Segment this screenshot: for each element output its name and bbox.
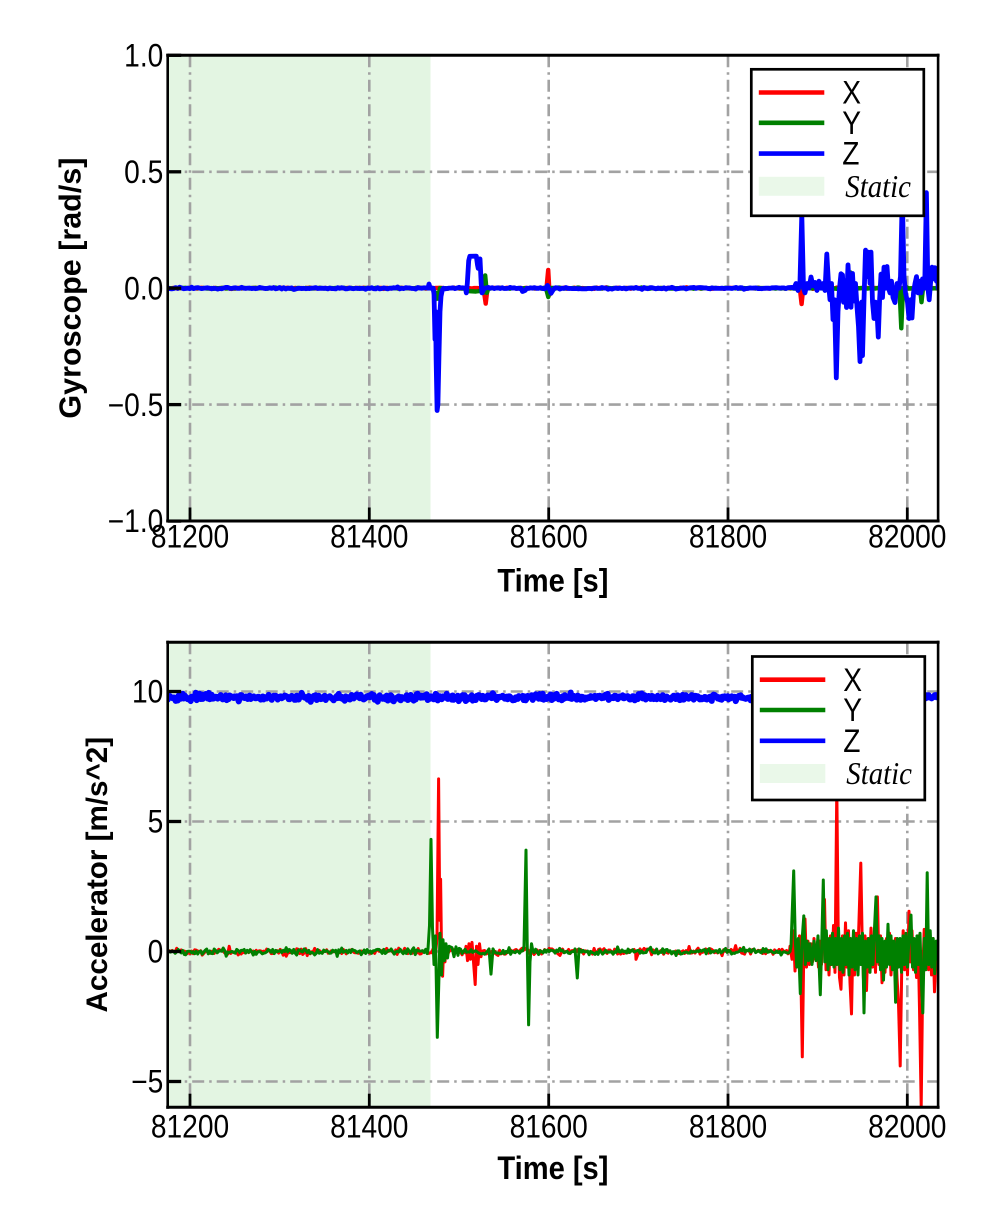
svg-text:Time [s]: Time [s]: [497, 563, 608, 599]
svg-text:81200: 81200: [151, 520, 229, 555]
svg-text:81400: 81400: [330, 1110, 408, 1145]
svg-text:82000: 82000: [868, 1110, 946, 1145]
svg-text:81600: 81600: [510, 520, 588, 555]
svg-text:Y: Y: [842, 106, 861, 141]
svg-text:81600: 81600: [510, 1110, 588, 1145]
svg-text:81800: 81800: [689, 1110, 767, 1145]
svg-text:0.0: 0.0: [124, 272, 163, 307]
svg-text:X: X: [843, 663, 862, 698]
svg-text:Time [s]: Time [s]: [497, 1151, 608, 1187]
svg-text:Static: Static: [846, 756, 912, 792]
svg-text:Static: Static: [845, 168, 911, 204]
svg-text:5: 5: [148, 805, 164, 840]
svg-text:10: 10: [132, 675, 163, 710]
svg-text:X: X: [842, 76, 861, 111]
svg-text:0: 0: [148, 935, 164, 970]
svg-text:Gyroscope [rad/s]: Gyroscope [rad/s]: [53, 158, 87, 419]
svg-text:Y: Y: [843, 693, 862, 728]
svg-text:−0.5: −0.5: [108, 388, 164, 423]
svg-text:1.0: 1.0: [124, 39, 163, 74]
svg-text:−1.0: −1.0: [108, 505, 164, 540]
svg-text:81200: 81200: [151, 1110, 229, 1145]
svg-text:Z: Z: [842, 137, 859, 172]
svg-text:Accelerator [m/s^2]: Accelerator [m/s^2]: [81, 737, 114, 1013]
svg-text:81800: 81800: [689, 520, 767, 555]
svg-text:0.5: 0.5: [124, 155, 163, 190]
svg-text:81400: 81400: [330, 520, 408, 555]
svg-text:Z: Z: [843, 724, 860, 759]
svg-text:−5: −5: [131, 1065, 163, 1100]
svg-text:82000: 82000: [868, 520, 946, 555]
